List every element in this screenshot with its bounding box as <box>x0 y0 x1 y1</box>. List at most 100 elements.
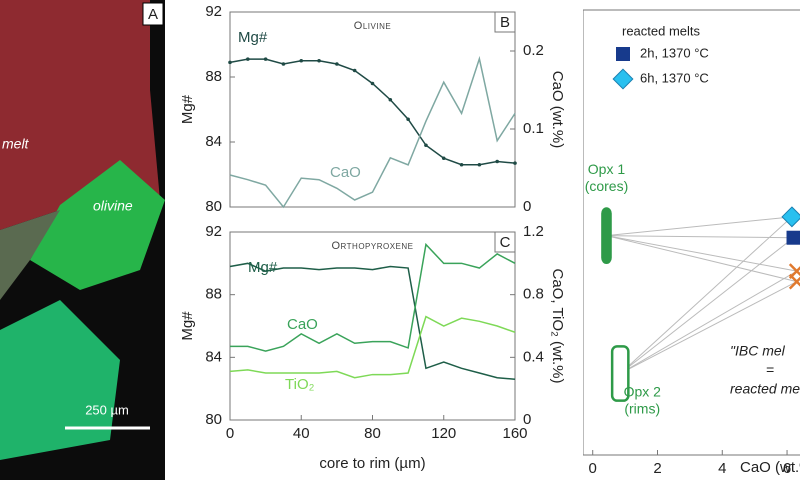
y2-axis-title: CaO (wt.%) <box>549 71 566 149</box>
x-tick-label: 6 <box>783 460 791 477</box>
region-sublabel: (cores) <box>585 178 629 194</box>
y2-tick-label: 0 <box>523 198 531 215</box>
annotation: = <box>766 362 774 378</box>
y-tick-label: 84 <box>205 133 222 150</box>
y2-tick-label: 0 <box>523 411 531 428</box>
region <box>610 345 630 402</box>
mixed-area <box>0 210 60 300</box>
micrograph: A melt olivine 250 µm <box>0 0 165 480</box>
y-tick-label: 92 <box>205 223 222 240</box>
panel-title: Orthopyroxene <box>331 240 413 252</box>
y2-tick-label: 0.8 <box>523 286 544 303</box>
x-tick-label: 160 <box>502 425 527 442</box>
panel-label: B <box>500 14 510 31</box>
x-tick-label: 120 <box>431 425 456 442</box>
legend-label: 2h, 1370 °C <box>640 45 709 60</box>
y-tick-label: 80 <box>205 411 222 428</box>
x-axis-title: core to rim (µm) <box>319 455 425 472</box>
y-tick-label: 92 <box>205 3 222 20</box>
annotation: "IBC mel <box>730 343 786 359</box>
y-axis-title: Mg# <box>179 94 196 124</box>
connector <box>606 235 797 272</box>
series-line <box>229 58 516 166</box>
olivine-area <box>30 160 165 290</box>
series-label: Mg# <box>238 29 268 46</box>
connector <box>620 281 797 374</box>
scale-label: 250 µm <box>85 402 129 417</box>
marker <box>781 206 800 228</box>
connector <box>606 216 792 237</box>
series-line <box>229 315 516 379</box>
region-label: Opx 2 <box>624 383 662 399</box>
y2-axis-title: CaO, TiO₂ (wt.%) <box>549 269 566 384</box>
point <box>388 97 393 102</box>
y-axis-title: Mg# <box>179 311 196 341</box>
y-tick-label: 88 <box>205 286 222 303</box>
series-label: TiO₂ <box>285 376 315 393</box>
x-tick-label: 2 <box>653 460 661 477</box>
point <box>495 159 499 164</box>
series-label: Mg# <box>248 259 278 276</box>
region <box>601 207 612 265</box>
point <box>352 68 357 73</box>
marker <box>786 230 800 245</box>
y2-tick-label: 0.4 <box>523 348 544 365</box>
point <box>246 57 250 61</box>
point <box>335 62 339 66</box>
connector <box>606 235 794 239</box>
y-tick-label: 84 <box>205 348 222 365</box>
panel-title: Olivine <box>354 20 391 32</box>
annotation: reacted me <box>730 381 800 397</box>
plot-frame <box>229 11 516 208</box>
connector <box>606 235 797 283</box>
y2-tick-label: 1.2 <box>523 223 544 240</box>
series-label: CaO <box>287 316 318 333</box>
point <box>513 161 517 165</box>
marker <box>788 273 800 290</box>
point <box>441 156 446 161</box>
region-label: Opx 1 <box>588 161 626 177</box>
series-line <box>229 262 516 381</box>
point <box>424 143 428 148</box>
point <box>370 81 375 86</box>
point <box>406 117 410 122</box>
image-label: olivine <box>93 198 133 214</box>
y2-tick-label: 0.2 <box>523 42 544 59</box>
y-tick-label: 80 <box>205 198 222 215</box>
x-tick-label: 40 <box>293 425 310 442</box>
series-line <box>230 242 516 352</box>
point <box>299 58 304 63</box>
image-label: melt <box>2 136 30 152</box>
point <box>459 162 464 167</box>
legend-label: 6h, 1370 °C <box>640 70 709 85</box>
legend-swatch <box>612 68 634 90</box>
point <box>263 57 268 61</box>
x-tick-label: 4 <box>718 460 726 477</box>
point <box>317 58 321 63</box>
connector <box>619 216 793 374</box>
legend-swatch <box>616 47 630 61</box>
series-label: CaO <box>330 164 361 181</box>
panel-box <box>142 2 164 26</box>
y2-tick-label: 0.1 <box>523 120 544 137</box>
panel-label: C <box>500 234 511 251</box>
x-tick-label: 0 <box>226 425 234 442</box>
panel-box <box>494 11 516 33</box>
olivine-area <box>0 300 120 460</box>
series-line <box>229 55 516 209</box>
x-axis-title: CaO (wt.% <box>740 459 800 476</box>
connector <box>619 237 794 374</box>
panel-box <box>494 231 516 253</box>
plot-frame <box>583 9 800 456</box>
point <box>281 62 286 66</box>
legend-title: reacted melts <box>622 23 701 38</box>
x-tick-label: 0 <box>589 460 597 477</box>
point <box>228 60 232 65</box>
y-tick-label: 88 <box>205 68 222 85</box>
point <box>477 162 482 167</box>
x-tick-label: 80 <box>364 425 381 442</box>
connector <box>619 270 798 374</box>
region-sublabel: (rims) <box>624 400 660 416</box>
